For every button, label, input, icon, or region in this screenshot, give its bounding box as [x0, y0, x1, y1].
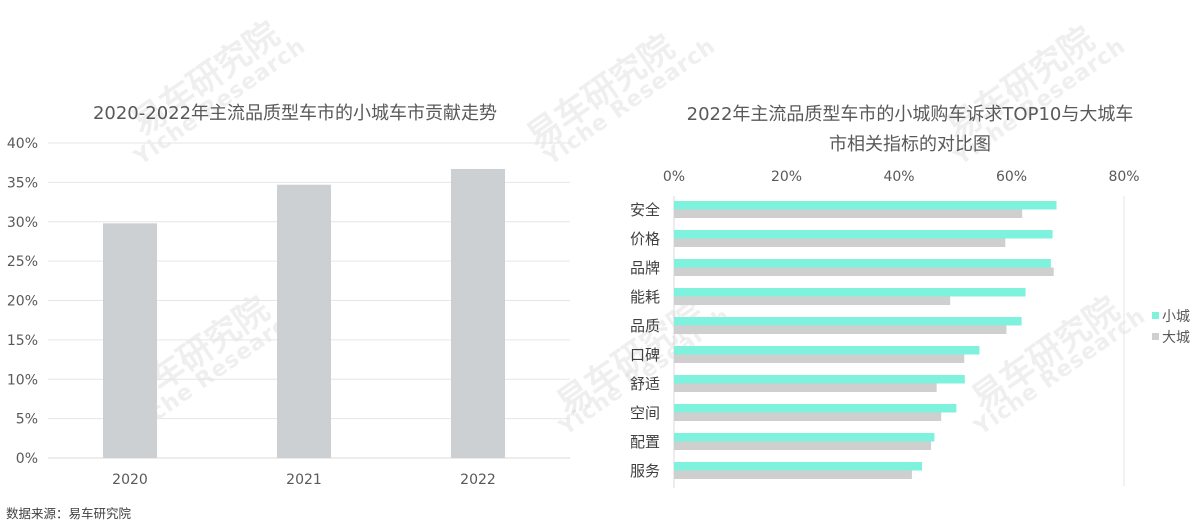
bar-big-city [674, 325, 1007, 334]
legend-swatch [1152, 312, 1159, 319]
bar-big-city [674, 470, 912, 479]
bar [277, 184, 331, 459]
y-tick-label: 15% [7, 333, 38, 349]
category-label: 品质 [630, 317, 660, 335]
bar-small-city [674, 288, 1026, 297]
category-label: 价格 [630, 230, 660, 248]
bar-small-city [674, 259, 1051, 268]
bar-big-city [674, 383, 937, 392]
x-tick-label: 40% [883, 169, 914, 185]
source-note: 数据来源：易车研究院 [6, 506, 132, 521]
bar [451, 168, 505, 459]
x-tick-label: 80% [1108, 169, 1139, 185]
bar-small-city [674, 404, 957, 413]
bar-big-city [674, 238, 1006, 247]
bar-big-city [674, 412, 942, 421]
chart-title: 2020-2022年主流品质型车市的小城车市贡献走势 [92, 103, 498, 124]
category-label: 舒适 [630, 375, 660, 393]
category-label: 空间 [630, 404, 660, 422]
x-tick-label: 60% [996, 169, 1027, 185]
x-tick-label: 20% [771, 169, 802, 185]
legend-label: 大城 [1162, 330, 1190, 346]
bar-big-city [674, 209, 1023, 218]
y-tick-label: 30% [7, 215, 38, 231]
legend-swatch [1152, 333, 1159, 340]
bar-small-city [674, 317, 1022, 326]
category-label: 安全 [630, 201, 660, 219]
bar-big-city [674, 267, 1054, 276]
bar-small-city [674, 201, 1057, 210]
contribution-trend-plot: 0% 5% 10% 15% 20% 25% 30% 35% 40% 2020 2021 2022 [7, 136, 570, 488]
category-label: 配置 [630, 433, 660, 451]
x-tick-label: 2021 [286, 472, 322, 488]
contribution-trend-chart: 2020-2022年主流品质型车市的小城车市贡献走势 0% 5% 10% 15% 20%… [0, 0, 590, 500]
chart-title: 2022年主流品质型车市的小城购车诉求TOP10与大城车 市相关指标的对比图 [600, 100, 1200, 160]
x-tick-label: 2022 [460, 472, 496, 488]
category-label: 口碑 [630, 346, 660, 364]
bar-big-city [674, 354, 965, 363]
legend-label: 小城 [1162, 309, 1190, 325]
y-tick-label: 20% [7, 294, 38, 310]
y-tick-label: 0% [16, 451, 38, 467]
category-label: 品牌 [630, 259, 660, 277]
category-label: 能耗 [630, 288, 660, 306]
x-tick-label: 2020 [112, 472, 148, 488]
y-tick-label: 40% [7, 136, 38, 152]
bar-small-city [674, 462, 923, 471]
y-tick-label: 35% [7, 175, 38, 191]
y-tick-label: 5% [16, 412, 38, 428]
x-tick-label: 0% [663, 169, 685, 185]
bar-big-city [674, 441, 932, 450]
bar-small-city [674, 346, 980, 355]
chart-title-line-1: 2022年主流品质型车市的小城购车诉求TOP10与大城车 [686, 104, 1134, 125]
bar-big-city [674, 296, 951, 305]
chart-title-line-2: 市相关指标的对比图 [829, 134, 991, 155]
category-label: 服务 [630, 462, 660, 480]
bar-small-city [674, 433, 935, 442]
demand-comparison-chart: 2022年主流品质型车市的小城购车诉求TOP10与大城车 市相关指标的对比图 0… [600, 0, 1200, 500]
y-tick-label: 10% [7, 372, 38, 388]
y-tick-label: 25% [7, 254, 38, 270]
bar-small-city [674, 230, 1053, 239]
bar [103, 223, 157, 458]
bar-small-city [674, 375, 965, 384]
